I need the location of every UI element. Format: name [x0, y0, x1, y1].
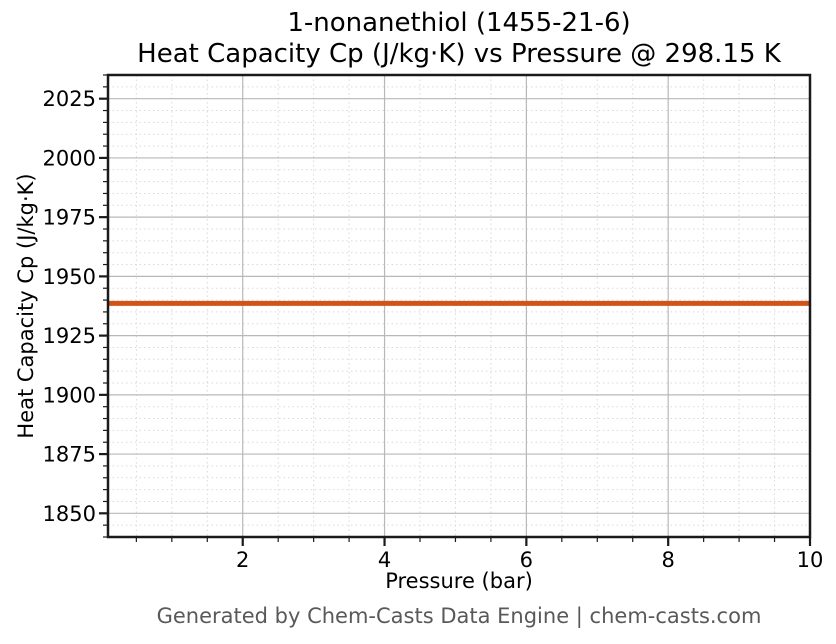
x-tick-label: 2	[236, 548, 249, 572]
x-axis-label: Pressure (bar)	[385, 569, 533, 593]
y-tick-label: 2025	[43, 87, 96, 111]
x-tick-label: 4	[378, 548, 391, 572]
plot-border	[106, 73, 812, 539]
x-tick-label: 6	[520, 548, 533, 572]
x-tick-label: 8	[661, 548, 674, 572]
y-tick-label: 1900	[43, 383, 96, 407]
y-axis-label: Heat Capacity Cp (J/kg·K)	[14, 173, 38, 439]
chart-title: 1-nonanethiol (1455-21-6) Heat Capacity …	[108, 8, 810, 70]
x-tick-label: 10	[797, 548, 824, 572]
y-tick-label: 1925	[43, 324, 96, 348]
y-tick-label: 1850	[43, 502, 96, 526]
y-tick-label: 1950	[43, 265, 96, 289]
chart-title-line1: 1-nonanethiol (1455-21-6)	[287, 8, 631, 38]
chart-title-line2: Heat Capacity Cp (J/kg·K) vs Pressure @ …	[137, 39, 781, 69]
y-tick-label: 2000	[43, 146, 96, 170]
y-tick-label: 1975	[43, 206, 96, 230]
y-tick-label: 1875	[43, 443, 96, 467]
footer-credit: Generated by Chem-Casts Data Engine | ch…	[156, 604, 762, 628]
